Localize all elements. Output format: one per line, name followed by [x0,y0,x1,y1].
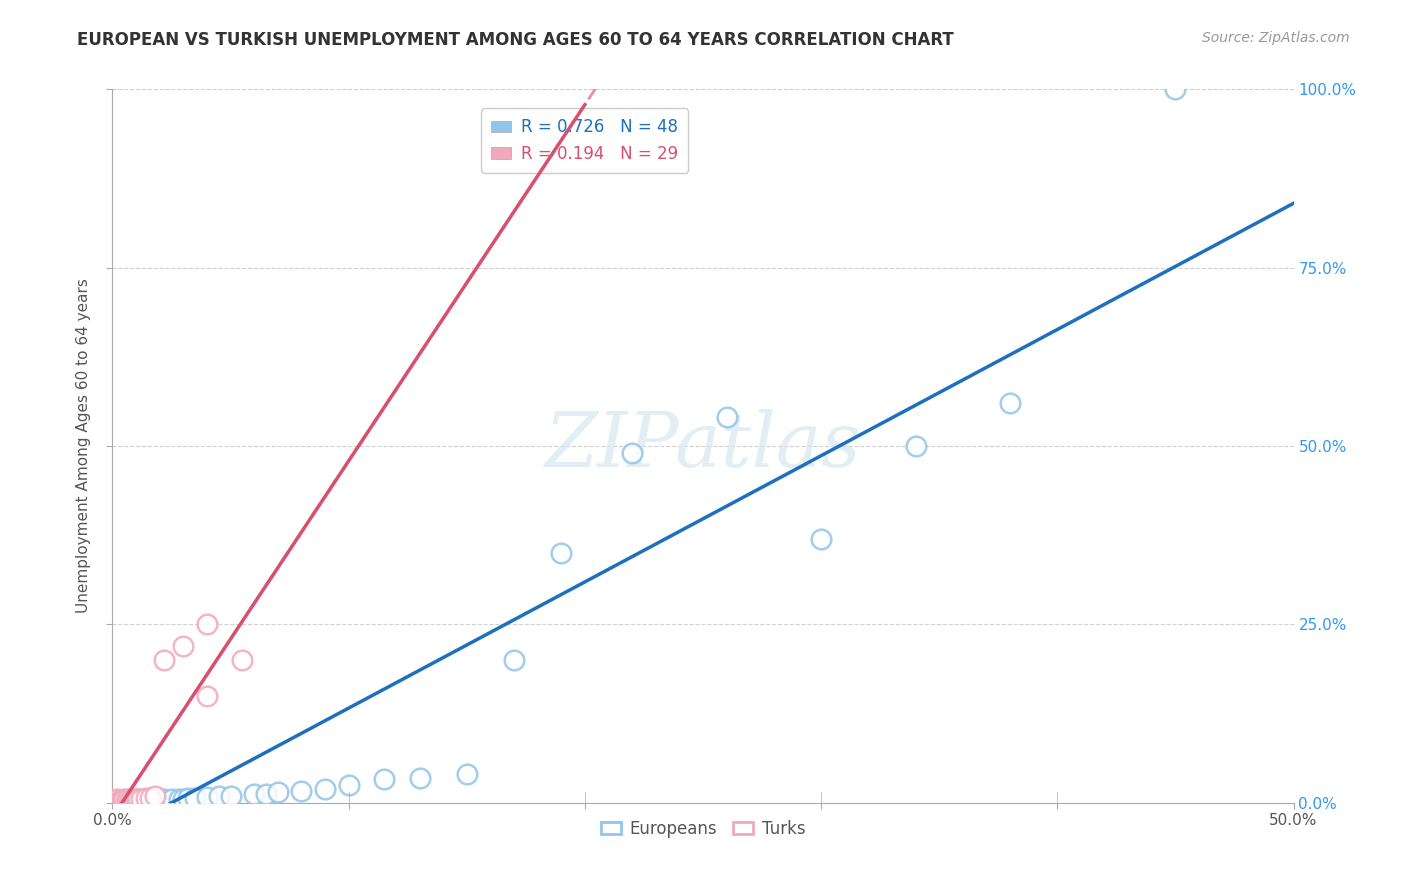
Point [160,792,183,806]
Point [105,792,128,806]
Point [184,790,207,805]
Point [172,639,194,653]
Point [621,446,644,460]
Point [167,791,190,805]
Point [373,772,395,787]
Point [195,790,218,805]
Point [104,794,127,808]
Point [111,793,134,807]
Point [125,794,148,808]
Point [115,792,138,806]
Point [122,792,145,806]
Point [108,794,131,808]
Point [195,617,218,632]
Point [112,794,135,808]
Point [112,793,135,807]
Point [132,793,155,807]
Point [139,793,162,807]
Point [111,794,134,808]
Point [208,789,231,804]
Point [195,689,218,703]
Point [231,653,253,667]
Point [118,794,141,808]
Point [108,793,131,807]
Point [172,791,194,805]
Point [105,793,128,807]
Point [112,794,135,808]
Point [115,794,138,808]
Point [104,794,127,808]
Legend: Europeans, Turks: Europeans, Turks [595,814,811,845]
Point [127,791,149,805]
Point [254,787,277,801]
Point [143,789,166,804]
Point [503,653,526,667]
Point [105,794,128,808]
Text: Source: ZipAtlas.com: Source: ZipAtlas.com [1202,31,1350,45]
Point [118,791,141,805]
Point [149,792,172,806]
Point [125,792,148,806]
Point [105,794,128,808]
Point [550,546,572,560]
Point [456,767,478,781]
Point [337,778,360,792]
Point [1164,82,1187,96]
Point [153,653,176,667]
Point [139,790,162,805]
Text: EUROPEAN VS TURKISH UNEMPLOYMENT AMONG AGES 60 TO 64 YEARS CORRELATION CHART: EUROPEAN VS TURKISH UNEMPLOYMENT AMONG A… [77,31,955,49]
Point [112,792,135,806]
Point [153,792,176,806]
Point [120,793,142,807]
Point [108,794,131,808]
Point [136,793,159,807]
Point [111,794,134,808]
Point [243,787,266,801]
Point [408,771,430,785]
Point [125,793,148,807]
Point [177,790,200,805]
Point [122,794,145,808]
Point [998,396,1021,410]
Point [129,791,152,805]
Point [127,794,149,808]
Point [314,781,336,796]
Point [904,439,927,453]
Point [716,410,738,425]
Point [219,789,242,803]
Point [104,794,127,808]
Point [115,793,138,807]
Y-axis label: Unemployment Among Ages 60 to 64 years: Unemployment Among Ages 60 to 64 years [76,278,91,614]
Text: ZIPatlas: ZIPatlas [544,409,862,483]
Point [290,783,312,797]
Point [810,532,832,546]
Point [129,793,152,807]
Point [104,793,127,807]
Point [267,785,290,799]
Point [143,792,166,806]
Point [120,794,142,808]
Point [105,794,128,808]
Point [111,794,134,808]
Point [135,790,157,805]
Point [108,794,131,808]
Point [112,794,135,808]
